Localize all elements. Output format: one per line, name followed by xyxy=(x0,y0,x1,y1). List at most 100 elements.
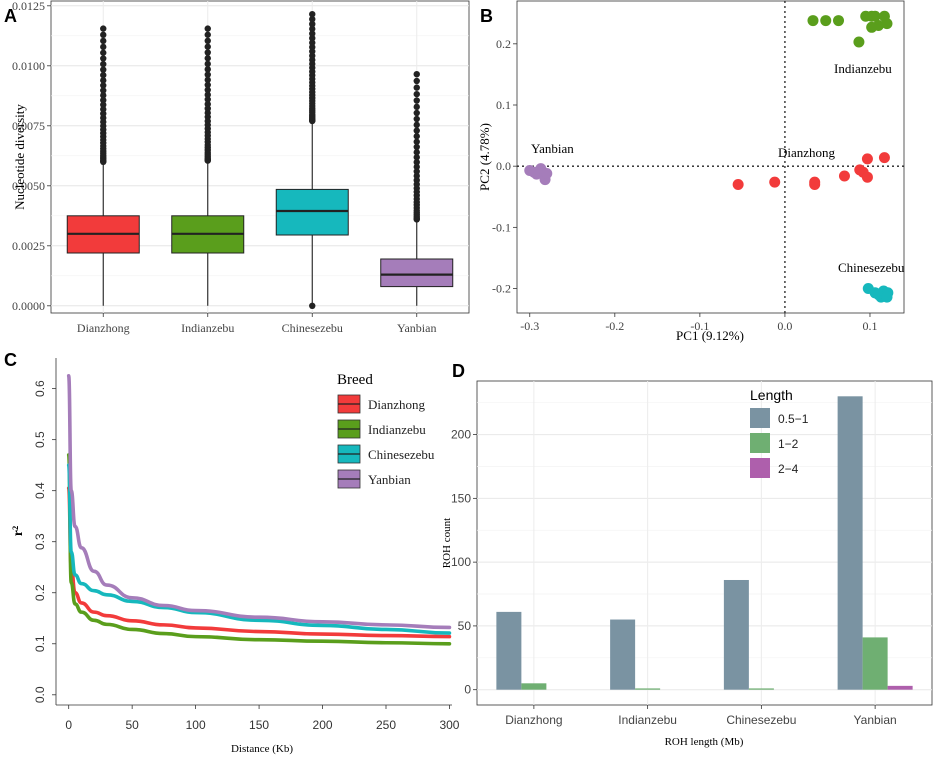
panel-d-x-axis-label: ROH length (Mb) xyxy=(665,736,744,748)
outlier-indianzebu xyxy=(204,86,211,94)
outlier-dianzhong xyxy=(100,71,107,79)
outlier-yanbian xyxy=(413,133,420,140)
panel-b-x-tick-label: 0.0 xyxy=(777,319,792,333)
outlier-chinesezebu xyxy=(309,25,316,33)
outlier-yanbian xyxy=(413,168,420,175)
point-chinesezebu xyxy=(881,291,893,303)
outlier-dianzhong xyxy=(100,96,107,104)
point-indianzebu xyxy=(833,15,845,27)
panel-c-y-tick-label: 0.1 xyxy=(33,635,47,652)
outlier-dianzhong xyxy=(100,87,107,94)
outlier-dianzhong xyxy=(100,55,107,62)
panel-b-y-tick-label: -0.2 xyxy=(492,282,511,296)
outlier-chinesezebu xyxy=(309,11,316,18)
outlier-indianzebu xyxy=(204,49,211,56)
panel-d-y-tick-label: 100 xyxy=(451,555,471,569)
outlier-indianzebu xyxy=(204,31,211,38)
legend-label-dianzhong: Dianzhong xyxy=(368,397,426,412)
outlier-yanbian xyxy=(413,103,420,111)
outlier-indianzebu xyxy=(204,76,211,84)
panel-a-boxes xyxy=(66,11,454,309)
point-dianzhong xyxy=(861,153,873,165)
legend-key-length-0 xyxy=(750,408,770,428)
outlier-yanbian xyxy=(413,158,420,166)
panel-c-lines xyxy=(66,374,452,646)
legend-label-indianzebu: Indianzebu xyxy=(368,422,426,437)
panel-d-roh-bars: 0 50 100 150 200 Dianzhong Indianzebu Chinesez… xyxy=(441,380,933,748)
outlier-indianzebu xyxy=(204,37,211,45)
panel-b-x-axis-label: PC1 (9.12%) xyxy=(676,328,744,343)
point-dianzhong xyxy=(878,152,890,164)
panel-c-y-axis-label: r² xyxy=(11,526,26,536)
panel-c-x-tick-label: 50 xyxy=(125,718,139,732)
panel-label-a: A xyxy=(4,6,17,26)
bar-indianzebu-series-1 xyxy=(635,688,661,690)
panel-d-y-tick-label: 200 xyxy=(451,428,471,442)
panel-a-y-tick-label: 0.0125 xyxy=(12,0,45,13)
panel-c-x-tick-label: 0 xyxy=(65,718,72,732)
bar-yanbian-series-1 xyxy=(862,637,888,690)
outlier-chinesezebu xyxy=(309,34,316,42)
outlier-indianzebu xyxy=(204,60,211,68)
outlier-yanbian xyxy=(413,127,420,134)
legend-key-length-1 xyxy=(750,433,770,453)
panel-d-y-tick-label: 0 xyxy=(464,683,471,697)
outlier-indianzebu xyxy=(204,71,211,78)
panel-d-x-tick-label: Chinesezebu xyxy=(726,713,796,727)
panel-c-x-tick-label: 100 xyxy=(186,718,206,732)
panel-c-x-tick-label: 150 xyxy=(249,718,269,732)
outlier-yanbian xyxy=(413,172,420,180)
panel-c-y-tick-label: 0.4 xyxy=(33,482,47,499)
point-dianzhong xyxy=(732,179,744,191)
panel-d-legend-title: Length xyxy=(750,387,793,403)
ld-line-chinesezebu xyxy=(66,463,452,635)
outlier-indianzebu xyxy=(204,55,211,62)
panel-a-y-tick-label: 0.0050 xyxy=(12,179,45,193)
group-label-chinesezebu: Chinesezebu xyxy=(838,260,905,275)
outlier-low-chinesezebu xyxy=(309,302,316,309)
point-indianzebu xyxy=(853,36,865,48)
panel-b-y-tick-label: 0.0 xyxy=(496,159,511,173)
outlier-indianzebu xyxy=(204,91,211,99)
point-dianzhong xyxy=(861,171,873,183)
panel-b-y-tick-label: -0.1 xyxy=(492,220,511,234)
panel-c-y-tick-label: 0.6 xyxy=(33,380,47,397)
outlier-yanbian xyxy=(413,90,420,98)
panel-b-zero-lines xyxy=(517,1,904,313)
outlier-yanbian xyxy=(413,84,420,91)
panel-b-x-ticks: -0.3 -0.2 -0.1 0.0 0.1 xyxy=(520,313,877,333)
panel-c-x-tick-label: 300 xyxy=(439,718,459,732)
panel-c-legend: Breed Dianzhong Indianzebu Chinesezebu Yanb… xyxy=(337,372,435,489)
outlier-dianzhong xyxy=(100,60,107,68)
group-label-indianzebu: Indianzebu xyxy=(834,61,892,76)
panel-b-y-ticks: -0.2 -0.1 0.0 0.1 0.2 xyxy=(492,37,517,296)
outlier-dianzhong xyxy=(100,31,107,39)
panel-a-boxplot: 0.0000 0.0025 0.0050 0.0075 0.0100 0.0125 Dia… xyxy=(12,0,470,335)
ld-line-dianzhong xyxy=(66,486,452,639)
panel-b-pca: -0.2 -0.1 0.0 0.1 0.2 -0.3 -0.2 -0.1 0.0 0.1 Yan… xyxy=(477,0,905,343)
outlier-chinesezebu xyxy=(309,20,316,28)
ld-line-indianzebu xyxy=(66,453,452,646)
panel-c-x-ticks: 0 50 100 150 200 250 300 xyxy=(65,705,460,732)
ld-line-yanbian xyxy=(66,374,452,630)
point-yanbian xyxy=(528,166,540,178)
panel-c-ld-decay: 0.0 0.1 0.2 0.3 0.4 0.5 0.6 0 50 100 150 200 250 300… xyxy=(11,358,460,755)
outlier-dianzhong xyxy=(100,92,107,99)
group-label-yanbian: Yanbian xyxy=(531,141,574,156)
outlier-indianzebu xyxy=(204,25,211,32)
panel-a-y-tick-label: 0.0000 xyxy=(12,299,45,313)
panel-c-x-tick-label: 250 xyxy=(376,718,396,732)
panel-a-y-ticks: 0.0000 0.0025 0.0050 0.0075 0.0100 0.0125 xyxy=(12,0,51,313)
outlier-yanbian xyxy=(413,143,420,151)
legend-label-chinesezebu: Chinesezebu xyxy=(368,447,435,462)
panel-d-y-ticks: 0 50 100 150 200 xyxy=(451,428,477,697)
panel-d-x-tick-label: Yanbian xyxy=(854,713,897,727)
panel-b-points xyxy=(524,10,894,303)
outlier-chinesezebu xyxy=(309,15,316,23)
point-yanbian xyxy=(541,168,553,180)
outlier-yanbian xyxy=(413,121,420,129)
outlier-yanbian xyxy=(413,149,420,156)
panel-b-y-tick-label: 0.2 xyxy=(496,37,511,51)
panel-c-y-ticks: 0.0 0.1 0.2 0.3 0.4 0.5 0.6 xyxy=(33,380,56,703)
